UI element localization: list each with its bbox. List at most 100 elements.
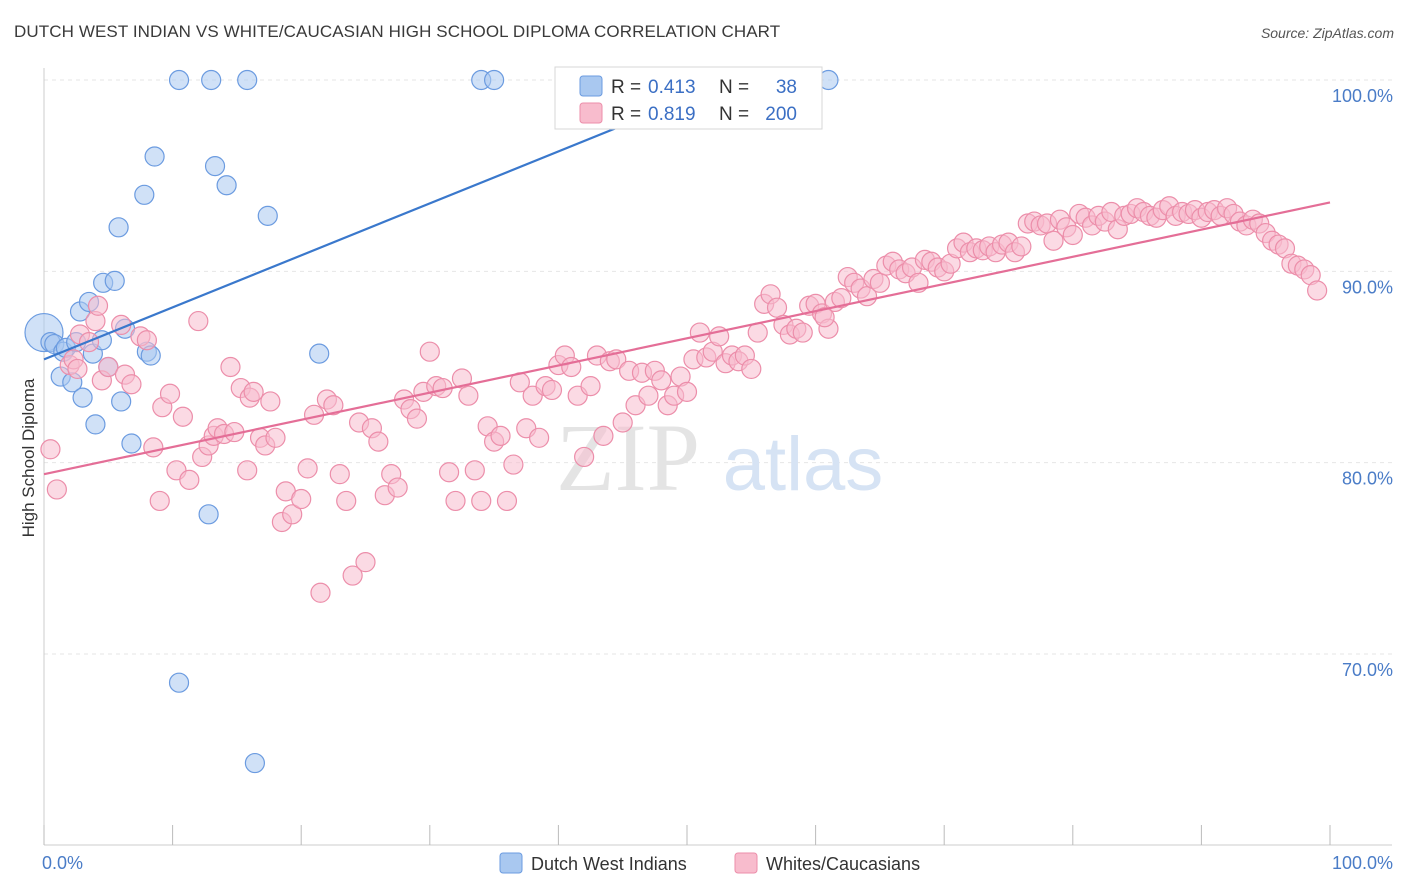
point-whites-caucasians-112	[741, 358, 762, 380]
y-tick-label-0: 70.0%	[1342, 660, 1393, 680]
point-whites-caucasians-15	[136, 330, 157, 351]
point-dutch-west-indians-16	[104, 270, 125, 291]
trendline-dutch-west-indians	[43, 82, 726, 361]
series-legend: Dutch West Indians Whites/Caucasians	[499, 852, 920, 874]
point-whites-caucasians-16	[143, 437, 164, 458]
series-dutch-west-indians	[24, 69, 839, 774]
x-tick-label-0: 0.0%	[42, 853, 83, 873]
point-whites-caucasians-65	[438, 462, 460, 483]
legend-n-label-1: N =	[719, 104, 749, 125]
point-whites-caucasians-73	[490, 425, 511, 446]
point-whites-caucasians-29	[220, 356, 241, 378]
point-dutch-west-indians-9	[72, 387, 93, 408]
point-whites-caucasians-116	[766, 297, 788, 318]
point-whites-caucasians-34	[243, 381, 264, 402]
y-axis-title: High School Diploma	[19, 378, 38, 537]
point-whites-caucasians-159	[1043, 230, 1064, 251]
point-dutch-west-indians-28	[201, 69, 222, 91]
point-whites-caucasians-47	[323, 395, 344, 416]
point-dutch-west-indians-12	[85, 414, 106, 435]
point-whites-caucasians-201	[814, 307, 835, 328]
point-whites-caucasians-50	[342, 565, 363, 586]
point-whites-caucasians-70	[471, 490, 492, 512]
point-dutch-west-indians-29	[204, 156, 226, 177]
point-whites-caucasians-154	[1011, 236, 1032, 257]
point-whites-caucasians-104	[689, 322, 710, 343]
point-whites-caucasians-75	[503, 454, 524, 475]
point-whites-caucasians-52	[355, 552, 376, 573]
legend-r-value-0: 0.413	[648, 77, 696, 98]
y-tick-label-2: 90.0%	[1342, 277, 1393, 297]
point-whites-caucasians-37	[260, 391, 281, 412]
point-whites-caucasians-92	[612, 412, 633, 433]
series-legend-swatch-blue	[499, 852, 523, 874]
point-dutch-west-indians-36	[484, 69, 505, 91]
point-whites-caucasians-4	[67, 358, 88, 380]
point-whites-caucasians-41	[282, 504, 303, 525]
series-whites-caucasians	[40, 196, 1328, 603]
point-whites-caucasians-89	[593, 425, 614, 446]
point-whites-caucasians-23	[188, 310, 209, 332]
legend-n-value-1: 200	[765, 104, 797, 125]
gridlines	[44, 79, 1392, 655]
point-whites-caucasians-120	[792, 322, 813, 343]
point-whites-caucasians-102	[676, 381, 698, 402]
point-whites-caucasians-19	[159, 383, 181, 404]
point-whites-caucasians-32	[237, 460, 258, 481]
point-whites-caucasians-42	[291, 488, 312, 510]
point-whites-caucasians-81	[541, 379, 563, 401]
point-dutch-west-indians-31	[237, 69, 258, 91]
point-dutch-west-indians-17	[108, 217, 129, 238]
point-whites-caucasians-60	[406, 408, 428, 429]
x-tick-label-1: 100.0%	[1332, 853, 1393, 873]
legend-swatch-blue	[579, 75, 603, 97]
legend-n-value-0: 38	[776, 77, 797, 98]
axes	[43, 68, 1392, 846]
series-legend-swatch-pink	[734, 852, 758, 874]
legend-swatch-pink	[579, 102, 603, 124]
point-whites-caucasians-10	[98, 356, 119, 378]
chart-title: DUTCH WEST INDIAN VS WHITE/CAUCASIAN HIG…	[14, 22, 781, 41]
point-dutch-west-indians-32	[244, 752, 266, 774]
legend-r-label-0: R =	[611, 77, 641, 98]
point-dutch-west-indians-27	[198, 504, 219, 525]
point-dutch-west-indians-25	[168, 69, 190, 91]
point-whites-caucasians-45	[310, 582, 331, 603]
point-whites-caucasians-21	[172, 406, 193, 427]
point-dutch-west-indians-21	[134, 184, 155, 205]
series-legend-label-0: Dutch West Indians	[531, 854, 687, 874]
point-whites-caucasians-22	[179, 469, 200, 490]
trend-lines	[43, 82, 1331, 476]
point-dutch-west-indians-18	[111, 391, 132, 412]
point-whites-caucasians-87	[580, 376, 601, 397]
point-whites-caucasians-8	[87, 295, 109, 316]
source-credit: Source: ZipAtlas.com	[1260, 25, 1394, 41]
point-dutch-west-indians-20	[121, 433, 142, 454]
correlation-legend: R = 0.413 N = 38 R = 0.819 N = 200	[554, 66, 823, 130]
watermark: ZIP atlas	[556, 404, 883, 511]
point-dutch-west-indians-33	[257, 205, 278, 226]
watermark-atlas: atlas	[723, 422, 884, 507]
point-whites-caucasians-0	[40, 439, 61, 460]
legend-r-label-1: R =	[611, 104, 641, 125]
legend-r-value-1: 0.819	[648, 104, 696, 125]
point-whites-caucasians-69	[464, 460, 485, 481]
point-whites-caucasians-113	[747, 322, 768, 343]
point-whites-caucasians-126	[831, 288, 852, 309]
point-whites-caucasians-57	[387, 477, 408, 498]
point-whites-caucasians-17	[149, 490, 170, 512]
point-whites-caucasians-79	[529, 427, 550, 448]
point-whites-caucasians-54	[368, 431, 389, 452]
point-dutch-west-indians-34	[309, 343, 330, 364]
point-whites-caucasians-1	[46, 479, 67, 500]
point-whites-caucasians-162	[1062, 224, 1083, 246]
point-whites-caucasians-74	[496, 490, 518, 512]
point-whites-caucasians-38	[265, 427, 286, 448]
point-dutch-west-indians-24	[144, 146, 165, 167]
point-dutch-west-indians-26	[168, 672, 190, 693]
tick-labels: 70.0% 80.0% 90.0% 100.0% 0.0% 100.0%	[42, 86, 1393, 873]
point-whites-caucasians-49	[336, 490, 357, 512]
trendline-whites-caucasians	[43, 201, 1331, 476]
point-whites-caucasians-132	[869, 272, 891, 293]
point-whites-caucasians-62	[419, 341, 440, 362]
